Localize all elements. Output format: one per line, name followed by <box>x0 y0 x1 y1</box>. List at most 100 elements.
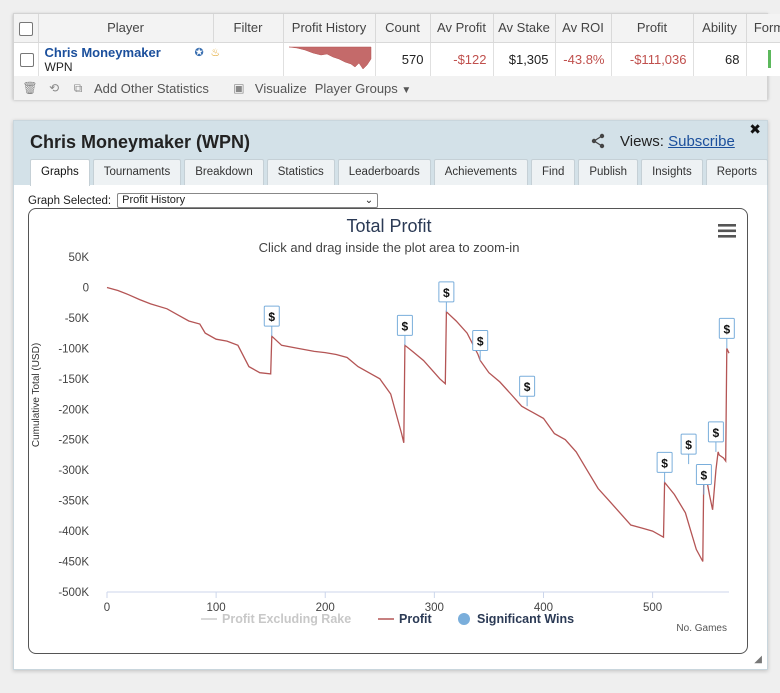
y-axis-label: Cumulative Total (USD) <box>31 343 42 447</box>
flame-icon: ♨ <box>210 46 221 59</box>
col-form[interactable]: Form <box>746 14 780 43</box>
close-icon[interactable]: ✖ <box>749 121 761 137</box>
player-groups-dropdown[interactable]: Player Groups ▼ <box>314 80 412 96</box>
row-checkbox-cell[interactable] <box>14 42 39 76</box>
legend-item-significant-wins[interactable]: Significant Wins <box>458 612 574 626</box>
col-profit[interactable]: Profit <box>611 14 694 43</box>
y-tick-label: -50K <box>65 313 90 325</box>
panel-title: Chris Moneymaker (WPN) <box>30 132 251 152</box>
tab-publish[interactable]: Publish <box>578 159 639 185</box>
profit-history-sparkline-cell[interactable] <box>283 42 376 76</box>
chart-legend: Profit Excluding Rake Profit Significant W… <box>201 612 574 626</box>
x-tick-label: 500 <box>643 602 662 614</box>
av-profit-value: -$122 <box>430 42 494 76</box>
panel-header: Chris Moneymaker (WPN) Views: Subscribe … <box>14 121 768 186</box>
significant-win-marker[interactable]: $ <box>680 433 697 465</box>
player-detail-panel: Chris Moneymaker (WPN) Views: Subscribe … <box>13 120 768 670</box>
av-stake-value: $1,305 <box>493 42 556 76</box>
y-tick-label: -450K <box>58 557 89 569</box>
y-tick-label: -500K <box>58 587 89 599</box>
visualize-icon: ▣ <box>233 81 245 95</box>
y-tick-label: -300K <box>58 465 89 477</box>
significant-win-label: $ <box>268 310 275 324</box>
y-tick-label: 0 <box>83 282 89 294</box>
significant-win-label: $ <box>685 438 692 452</box>
graph-selected-label: Graph Selected: <box>28 194 112 207</box>
player-stats-table: Player Filter Profit History Count Av Pr… <box>14 14 780 76</box>
trash-icon[interactable]: 🗑 <box>22 81 38 95</box>
svg-text:Profit Excluding Rake: Profit Excluding Rake <box>222 612 351 626</box>
y-tick-label: -250K <box>58 435 89 447</box>
significant-win-label: $ <box>524 380 531 394</box>
subscribe-link[interactable]: Subscribe <box>668 133 735 150</box>
caret-down-icon: ▼ <box>401 84 412 96</box>
profit-series-line[interactable] <box>106 286 730 562</box>
x-tick-label: 200 <box>316 602 335 614</box>
significant-win-marker[interactable]: $ <box>263 305 280 337</box>
x-axis-label: No. Games <box>676 623 727 634</box>
col-av-stake[interactable]: Av Stake <box>493 14 556 43</box>
player-name-link[interactable]: Chris Moneymaker <box>44 44 161 60</box>
y-tick-label: -100K <box>58 343 89 355</box>
player-cell: Chris Moneymaker WPN ✪ ♨ <box>38 42 284 76</box>
x-tick-label: 0 <box>104 602 110 614</box>
star-icon[interactable]: ✪ <box>194 46 204 59</box>
y-tick-label: -400K <box>58 526 89 538</box>
refresh-icon[interactable]: ⟲ <box>48 81 60 95</box>
legend-item-profit[interactable]: Profit <box>378 612 432 626</box>
col-profit-history[interactable]: Profit History <box>283 14 376 43</box>
y-tick-label: -150K <box>58 374 89 386</box>
share-icon[interactable] <box>590 133 606 149</box>
tab-insights[interactable]: Insights <box>641 159 703 185</box>
graph-selector: Graph Selected: Profit History ⌄ <box>28 193 379 208</box>
legend-item-profit-excluding-rake[interactable]: Profit Excluding Rake <box>201 612 351 626</box>
select-all-checkbox[interactable] <box>18 21 33 36</box>
tab-graphs[interactable]: Graphs <box>30 159 90 186</box>
significant-win-marker[interactable]: $ <box>519 375 536 407</box>
svg-text:Significant Wins: Significant Wins <box>477 612 574 626</box>
significant-win-marker[interactable]: $ <box>707 421 724 452</box>
significant-win-label: $ <box>477 335 484 349</box>
tab-breakdown[interactable]: Breakdown <box>184 159 264 185</box>
chart-title: Total Profit <box>346 216 431 236</box>
significant-win-marker[interactable]: $ <box>718 317 735 349</box>
col-count[interactable]: Count <box>375 14 431 43</box>
profit-chart[interactable]: Total Profit Click and drag inside the p… <box>29 209 748 654</box>
visualize-button[interactable]: Visualize <box>254 80 307 96</box>
tab-reports[interactable]: Reports <box>705 159 768 185</box>
significant-win-marker[interactable]: $ <box>438 281 455 312</box>
col-av-profit[interactable]: Av Profit <box>430 14 494 43</box>
chart-container[interactable]: Total Profit Click and drag inside the p… <box>28 208 748 654</box>
add-stats-button[interactable]: Add Other Statistics <box>94 80 209 96</box>
significant-win-label: $ <box>402 319 409 333</box>
col-av-roi[interactable]: Av ROI <box>555 14 612 43</box>
x-tick-label: 100 <box>207 602 226 614</box>
views-label-group: Views: Subscribe <box>620 133 735 150</box>
panel-tabs: Graphs Tournaments Breakdown Statistics … <box>30 159 768 186</box>
significant-win-label: $ <box>723 322 730 336</box>
tab-statistics[interactable]: Statistics <box>266 159 335 185</box>
select-all-checkbox-cell[interactable] <box>14 14 39 43</box>
table-row: Chris Moneymaker WPN ✪ ♨ 570 -$122 $1,30… <box>14 42 780 76</box>
profit-history-sparkline[interactable] <box>287 45 373 71</box>
graph-select[interactable]: Profit History ⌄ <box>117 193 379 208</box>
tab-leaderboards[interactable]: Leaderboards <box>337 159 431 185</box>
significant-win-marker[interactable]: $ <box>472 330 489 361</box>
resize-handle[interactable]: ◢ <box>754 654 762 665</box>
add-stats-icon: ⧉ <box>73 80 83 95</box>
row-checkbox[interactable] <box>20 53 34 68</box>
col-filter[interactable]: Filter <box>213 14 284 43</box>
col-ability[interactable]: Ability <box>693 14 747 43</box>
col-player[interactable]: Player <box>38 14 214 43</box>
significant-win-marker[interactable]: $ <box>656 451 673 483</box>
tab-tournaments[interactable]: Tournaments <box>92 159 182 185</box>
tab-achievements[interactable]: Achievements <box>433 159 528 185</box>
form-cell <box>746 42 780 76</box>
views-label: Views: <box>620 133 664 150</box>
table-header-row: Player Filter Profit History Count Av Pr… <box>14 14 780 43</box>
significant-win-marker[interactable]: $ <box>695 464 712 495</box>
tab-find[interactable]: Find <box>530 159 576 185</box>
player-stats-card: Player Filter Profit History Count Av Pr… <box>13 13 780 100</box>
significant-win-marker[interactable]: $ <box>396 314 413 346</box>
chart-menu-icon[interactable] <box>718 224 736 238</box>
